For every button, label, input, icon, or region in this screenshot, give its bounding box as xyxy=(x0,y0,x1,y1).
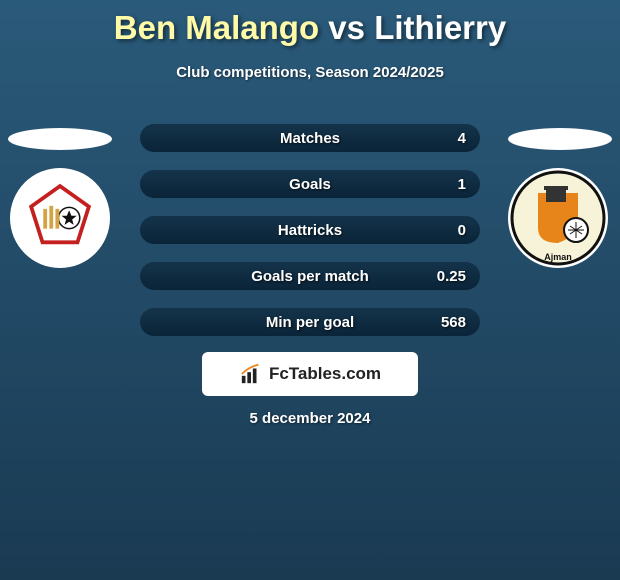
stat-value: 0 xyxy=(458,222,466,239)
stat-value: 0.25 xyxy=(437,268,466,285)
stat-label: Goals xyxy=(289,176,331,193)
stat-row: Hattricks 0 xyxy=(140,216,480,244)
left-badge-group xyxy=(8,128,112,268)
club-badge-left xyxy=(10,168,110,268)
right-badge-group: Ajman xyxy=(508,128,612,268)
bar-chart-icon xyxy=(239,363,263,385)
player2-name: Lithierry xyxy=(374,9,506,46)
club-logo-right-icon: Ajman xyxy=(508,168,608,268)
player1-pill xyxy=(8,128,112,150)
vs-text: vs xyxy=(328,9,365,46)
stat-value: 1 xyxy=(458,176,466,193)
comparison-title: Ben Malango vs Lithierry xyxy=(0,0,620,48)
stats-table: Matches 4 Goals 1 Hattricks 0 Goals per … xyxy=(140,124,480,354)
stat-row: Goals 1 xyxy=(140,170,480,198)
stat-row: Goals per match 0.25 xyxy=(140,262,480,290)
stat-value: 568 xyxy=(441,314,466,331)
stat-label: Matches xyxy=(280,130,340,147)
svg-text:Ajman: Ajman xyxy=(544,252,572,262)
club-logo-left-icon xyxy=(22,180,98,256)
site-name: FcTables.com xyxy=(269,364,381,384)
player1-name: Ben Malango xyxy=(114,9,319,46)
stat-label: Hattricks xyxy=(278,222,342,239)
stat-label: Min per goal xyxy=(266,314,354,331)
date-label: 5 december 2024 xyxy=(0,410,620,427)
stat-row: Min per goal 568 xyxy=(140,308,480,336)
club-badge-right: Ajman xyxy=(508,168,608,268)
stat-label: Goals per match xyxy=(251,268,369,285)
site-branding: FcTables.com xyxy=(202,352,418,396)
subtitle: Club competitions, Season 2024/2025 xyxy=(0,64,620,81)
player2-pill xyxy=(508,128,612,150)
stat-value: 4 xyxy=(458,130,466,147)
stat-row: Matches 4 xyxy=(140,124,480,152)
